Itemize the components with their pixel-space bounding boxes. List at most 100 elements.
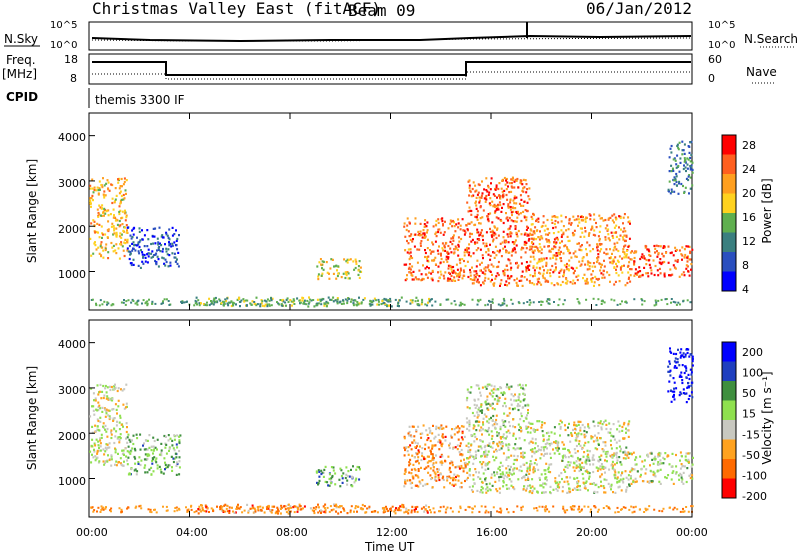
range-cell xyxy=(683,510,686,513)
range-cell xyxy=(610,447,613,450)
velocity-data-layer xyxy=(88,320,694,517)
range-cell xyxy=(671,273,674,276)
range-cell xyxy=(424,273,427,276)
range-cell xyxy=(171,439,174,442)
range-cell xyxy=(689,160,692,163)
range-cell xyxy=(422,278,425,281)
range-cell xyxy=(487,248,490,251)
range-cell xyxy=(535,219,537,223)
range-cell xyxy=(124,209,126,212)
range-cell xyxy=(592,233,595,236)
range-cell xyxy=(107,414,110,417)
range-cell xyxy=(400,296,403,299)
range-cell xyxy=(118,257,121,260)
range-cell xyxy=(518,404,521,407)
range-cell xyxy=(540,453,543,456)
range-cell xyxy=(690,391,693,394)
range-cell xyxy=(493,231,496,234)
range-cell xyxy=(124,226,127,229)
range-cell xyxy=(95,408,98,411)
range-cell xyxy=(279,508,282,510)
range-cell xyxy=(591,436,594,439)
range-cell xyxy=(471,485,474,488)
range-cell xyxy=(347,475,349,478)
range-cell xyxy=(420,466,422,469)
range-cell xyxy=(524,478,527,482)
range-cell xyxy=(573,469,576,472)
range-cell xyxy=(490,393,493,396)
range-cell xyxy=(479,233,482,236)
range-cell xyxy=(613,283,616,286)
range-cell xyxy=(98,390,101,393)
range-cell xyxy=(437,221,440,224)
range-cell xyxy=(436,470,439,474)
range-cell xyxy=(563,299,566,302)
range-cell xyxy=(219,506,221,509)
range-cell xyxy=(502,230,505,233)
range-cell xyxy=(437,426,440,429)
range-cell xyxy=(487,426,490,430)
range-cell xyxy=(90,387,93,390)
range-cell xyxy=(522,454,525,457)
range-cell xyxy=(679,451,682,454)
range-cell xyxy=(164,264,167,267)
nsky-trace xyxy=(91,34,692,43)
range-cell xyxy=(622,216,625,219)
range-cell xyxy=(439,455,442,458)
range-cell xyxy=(687,458,690,461)
range-cell xyxy=(570,223,572,226)
range-cell xyxy=(107,209,110,212)
range-cell xyxy=(568,217,571,221)
range-cell xyxy=(605,455,608,458)
range-cell xyxy=(451,461,454,464)
range-cell xyxy=(566,491,569,494)
range-cell xyxy=(348,277,351,280)
range-cell xyxy=(105,443,108,446)
range-cell xyxy=(512,434,515,437)
range-cell xyxy=(117,247,120,250)
range-cell xyxy=(473,279,476,282)
range-cell xyxy=(102,506,105,509)
range-cell xyxy=(513,202,516,205)
power-colorbar-label: Power [dB] xyxy=(760,178,774,243)
range-cell xyxy=(549,491,551,494)
range-cell xyxy=(520,415,523,418)
range-cell xyxy=(542,438,545,441)
range-cell xyxy=(127,506,130,509)
range-cell xyxy=(114,198,117,201)
range-cell xyxy=(613,454,615,457)
range-cell xyxy=(581,423,584,427)
range-cell xyxy=(416,248,419,251)
range-cell xyxy=(168,244,171,247)
range-cell xyxy=(475,471,478,474)
range-cell xyxy=(307,302,310,305)
range-cell xyxy=(657,461,660,464)
range-cell xyxy=(615,218,618,221)
range-cell xyxy=(223,301,226,304)
range-cell xyxy=(673,176,676,179)
range-cell xyxy=(454,248,456,251)
range-cell xyxy=(403,435,406,438)
range-cell xyxy=(534,447,536,450)
range-cell xyxy=(495,216,498,219)
range-cell xyxy=(170,455,173,458)
range-cell xyxy=(517,408,520,412)
range-cell xyxy=(425,466,428,469)
range-cell xyxy=(441,442,444,445)
range-cell xyxy=(482,461,485,464)
range-cell xyxy=(495,388,498,391)
range-cell xyxy=(405,507,408,510)
range-cell xyxy=(486,384,489,387)
range-cell xyxy=(426,247,429,250)
range-cell xyxy=(640,467,643,470)
range-cell xyxy=(498,511,501,514)
range-cell xyxy=(92,252,95,255)
range-cell xyxy=(154,302,157,305)
range-cell xyxy=(107,188,110,191)
range-cell xyxy=(681,149,684,152)
range-cell xyxy=(600,484,603,488)
range-cell xyxy=(485,194,488,198)
range-cell xyxy=(153,456,156,459)
range-cell xyxy=(603,466,606,470)
range-cell xyxy=(574,451,577,454)
